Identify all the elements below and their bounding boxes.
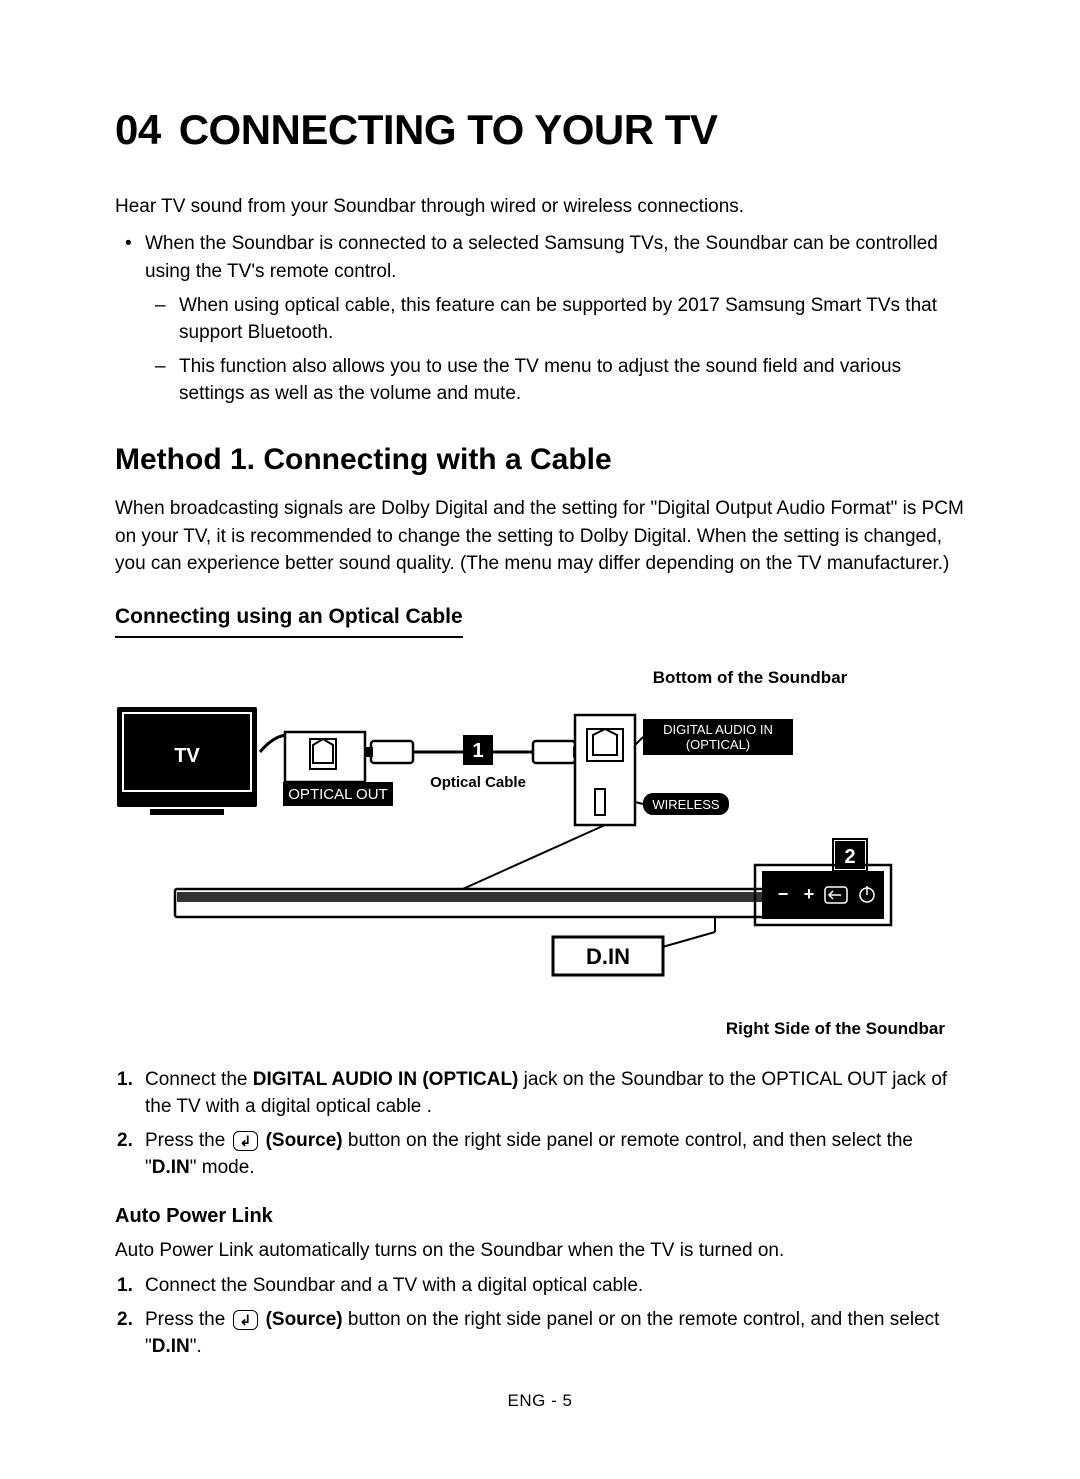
step-number: 2. [117, 1306, 133, 1334]
section-title-text: CONNECTING TO YOUR TV [179, 106, 718, 153]
callout-1: 1 [472, 740, 483, 762]
intro-text: Hear TV sound from your Soundbar through… [115, 193, 965, 221]
svg-text:+: + [804, 884, 815, 904]
dash-list: When using optical cable, this feature c… [145, 292, 965, 408]
dash-item: This function also allows you to use the… [179, 353, 965, 408]
main-steps: 1. Connect the DIGITAL AUDIO IN (OPTICAL… [115, 1066, 965, 1182]
svg-text:−: − [778, 884, 789, 904]
bullet-item: When the Soundbar is connected to a sele… [145, 230, 965, 407]
optical-subheading: Connecting using an Optical Cable [115, 602, 463, 638]
optical-cable-label: Optical Cable [430, 774, 526, 791]
step-text: button on the right side panel or on the… [145, 1309, 939, 1358]
page-footer: ENG - 5 [115, 1389, 965, 1414]
auto-power-steps: 1. Connect the Soundbar and a TV with a … [115, 1272, 965, 1361]
wireless-label: WIRELESS [652, 797, 720, 812]
section-number: 04 [115, 106, 161, 153]
dash-item: When using optical cable, this feature c… [179, 292, 965, 347]
method-heading: Method 1. Connecting with a Cable [115, 438, 965, 482]
source-icon [233, 1131, 259, 1151]
step-item: 1. Connect the DIGITAL AUDIO IN (OPTICAL… [145, 1066, 965, 1121]
auto-power-desc: Auto Power Link automatically turns on t… [115, 1237, 965, 1265]
diagram-svg: TV OPTICAL OUT 1 Optical Cable DIGIT [115, 697, 965, 1007]
step-bold: DIGITAL AUDIO IN (OPTICAL) [253, 1069, 519, 1090]
din-label: D.IN [586, 944, 630, 969]
method-description: When broadcasting signals are Dolby Digi… [115, 495, 965, 578]
step-bold: D.IN [152, 1336, 190, 1357]
connection-diagram: Bottom of the Soundbar TV OPTICAL OUT 1 … [115, 666, 965, 1041]
digital-audio-label-1: DIGITAL AUDIO IN [663, 722, 773, 737]
diagram-top-label: Bottom of the Soundbar [535, 666, 965, 691]
digital-audio-label-2: (OPTICAL) [686, 737, 750, 752]
step-bold: (Source) [266, 1309, 343, 1330]
intro-bullets: When the Soundbar is connected to a sele… [115, 230, 965, 407]
step-number: 1. [117, 1272, 133, 1300]
callout-2: 2 [844, 846, 855, 868]
section-title: 04 CONNECTING TO YOUR TV [115, 100, 965, 161]
step-item: 2. Press the (Source) button on the righ… [145, 1306, 965, 1361]
step-number: 1. [117, 1066, 133, 1094]
auto-power-title: Auto Power Link [115, 1202, 965, 1231]
step-text: Connect the Soundbar and a TV with a dig… [145, 1275, 643, 1296]
step-bold: D.IN [152, 1157, 190, 1178]
step-text: " mode. [190, 1157, 255, 1178]
step-item: 2. Press the (Source) button on the righ… [145, 1127, 965, 1182]
diagram-bottom-label: Right Side of the Soundbar [115, 1017, 965, 1042]
optical-out-label: OPTICAL OUT [288, 786, 387, 803]
bullet-text: When the Soundbar is connected to a sele… [145, 233, 938, 282]
step-text: Press the [145, 1309, 231, 1330]
source-icon [233, 1310, 259, 1330]
step-text: Connect the [145, 1069, 253, 1090]
step-number: 2. [117, 1127, 133, 1155]
step-bold: (Source) [266, 1130, 343, 1151]
step-text: button on the right side panel or remote… [145, 1130, 913, 1179]
tv-label: TV [174, 745, 200, 767]
step-item: 1. Connect the Soundbar and a TV with a … [145, 1272, 965, 1300]
step-text: ". [190, 1336, 202, 1357]
step-text: Press the [145, 1130, 231, 1151]
